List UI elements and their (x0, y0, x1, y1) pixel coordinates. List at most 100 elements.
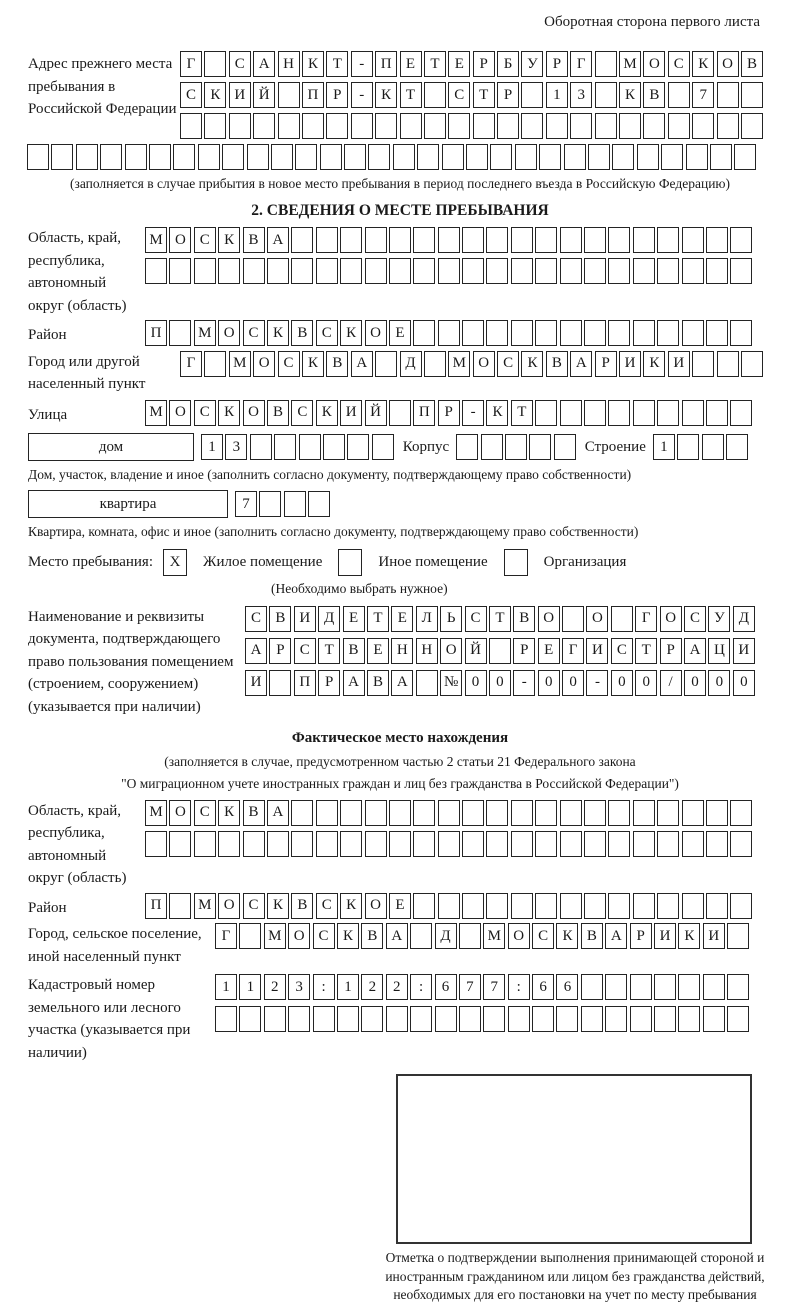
char-box[interactable] (730, 892, 753, 919)
char-box[interactable]: О (507, 923, 530, 950)
char-box[interactable]: 1 (239, 974, 262, 1001)
char-box[interactable]: Н (415, 637, 438, 664)
char-box[interactable]: 1 (201, 434, 223, 461)
char-box[interactable]: К (301, 350, 324, 377)
char-box[interactable] (608, 799, 631, 826)
char-box[interactable]: Й (253, 82, 276, 108)
char-box[interactable] (667, 113, 690, 139)
char-box[interactable]: Т (366, 605, 389, 632)
char-box[interactable] (559, 227, 582, 254)
char-box[interactable]: И (732, 637, 755, 664)
char-box[interactable] (193, 258, 216, 285)
char-box[interactable] (456, 434, 479, 461)
char-box[interactable] (483, 1006, 506, 1033)
char-box[interactable] (629, 974, 652, 1001)
char-box[interactable] (486, 258, 509, 285)
char-box[interactable]: Г (635, 605, 658, 632)
char-box[interactable] (730, 258, 753, 285)
char-box[interactable]: В (242, 227, 265, 254)
char-box[interactable] (215, 1006, 237, 1033)
char-box[interactable]: В (269, 605, 292, 632)
char-box[interactable]: О (586, 605, 609, 632)
char-box[interactable] (169, 830, 192, 857)
char-box[interactable]: С (464, 605, 487, 632)
char-box[interactable] (705, 830, 728, 857)
char-box[interactable]: К (266, 320, 289, 347)
char-box[interactable] (423, 82, 446, 108)
char-box[interactable] (507, 1006, 530, 1033)
char-box[interactable]: 7 (458, 974, 481, 1001)
char-box[interactable]: Г (562, 637, 585, 664)
char-box[interactable]: С (193, 227, 216, 254)
char-box[interactable]: : (410, 974, 433, 1001)
char-box[interactable] (413, 320, 436, 347)
char-box[interactable]: С (610, 637, 633, 664)
char-box[interactable] (315, 258, 338, 285)
checkbox-other-premises[interactable] (338, 548, 363, 576)
char-box[interactable]: А (385, 923, 408, 950)
char-box[interactable]: 3 (225, 434, 248, 461)
char-box[interactable] (270, 144, 293, 170)
char-box[interactable]: Г (570, 51, 593, 77)
char-box[interactable] (701, 434, 724, 461)
char-box[interactable] (259, 491, 282, 518)
char-box[interactable] (222, 144, 245, 170)
char-box[interactable] (180, 113, 202, 139)
char-box[interactable] (734, 144, 757, 170)
char-box[interactable] (319, 144, 342, 170)
char-box[interactable] (532, 1006, 555, 1033)
char-box[interactable]: П (145, 892, 167, 919)
char-box[interactable]: О (169, 399, 192, 426)
char-box[interactable]: Е (399, 51, 422, 77)
char-box[interactable] (197, 144, 220, 170)
char-box[interactable] (608, 227, 631, 254)
char-box[interactable]: О (643, 51, 666, 77)
char-box[interactable]: 6 (556, 974, 579, 1001)
char-box[interactable]: Д (318, 605, 341, 632)
char-box[interactable] (486, 830, 509, 857)
char-box[interactable]: Й (464, 637, 487, 664)
char-box[interactable]: С (312, 923, 335, 950)
char-box[interactable] (539, 144, 562, 170)
char-box[interactable] (413, 799, 436, 826)
char-box[interactable]: 2 (263, 974, 286, 1001)
char-box[interactable]: В (342, 637, 365, 664)
char-box[interactable]: Е (342, 605, 365, 632)
char-box[interactable] (326, 113, 349, 139)
char-box[interactable] (291, 830, 314, 857)
char-box[interactable] (458, 923, 481, 950)
char-box[interactable] (740, 113, 763, 139)
char-box[interactable] (587, 144, 610, 170)
char-box[interactable]: О (364, 892, 387, 919)
char-box[interactable] (584, 227, 607, 254)
char-box[interactable] (322, 434, 345, 461)
char-box[interactable]: В (242, 799, 265, 826)
char-box[interactable]: А (684, 637, 707, 664)
checkbox-residential[interactable]: X (163, 548, 187, 576)
char-box[interactable]: О (288, 923, 311, 950)
char-box[interactable]: К (340, 892, 363, 919)
char-box[interactable]: В (545, 350, 568, 377)
char-box[interactable] (375, 350, 398, 377)
char-box[interactable]: С (180, 82, 202, 108)
char-box[interactable]: - (513, 669, 536, 696)
char-box[interactable] (584, 830, 607, 857)
char-box[interactable] (705, 258, 728, 285)
char-box[interactable]: Т (318, 637, 341, 664)
char-box[interactable] (608, 258, 631, 285)
char-box[interactable] (510, 258, 533, 285)
char-box[interactable] (437, 320, 460, 347)
char-box[interactable] (636, 144, 659, 170)
char-box[interactable]: П (413, 399, 436, 426)
char-box[interactable] (218, 830, 241, 857)
char-box[interactable] (462, 830, 485, 857)
char-box[interactable] (423, 350, 446, 377)
char-box[interactable] (677, 434, 700, 461)
char-box[interactable]: М (483, 923, 506, 950)
char-box[interactable]: С (193, 399, 216, 426)
char-box[interactable]: М (263, 923, 286, 950)
char-box[interactable]: Т (326, 51, 349, 77)
char-box[interactable]: А (605, 923, 628, 950)
char-box[interactable]: П (375, 51, 398, 77)
char-box[interactable] (27, 144, 49, 170)
